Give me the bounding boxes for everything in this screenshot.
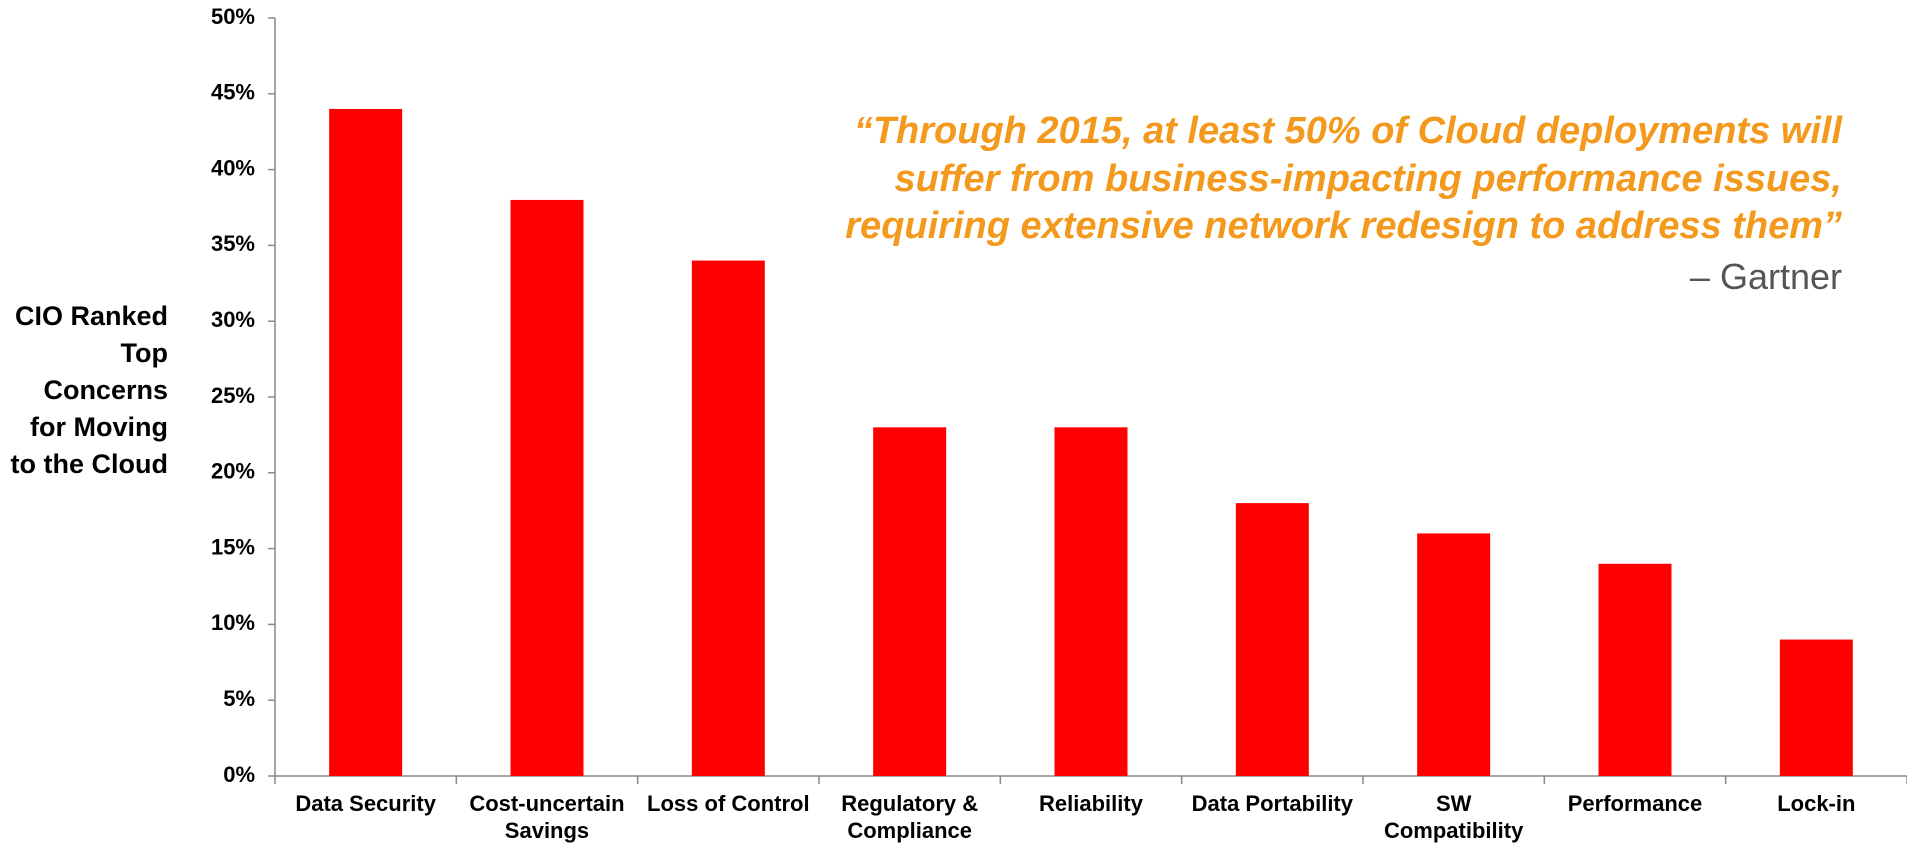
bar	[873, 427, 947, 776]
y-tick-label: 5%	[223, 686, 255, 711]
quote-line: requiring extensive network redesign to …	[845, 205, 1842, 247]
x-tick-label: Data Security	[295, 791, 436, 816]
x-tick-label: Data Portability	[1191, 791, 1353, 816]
y-tick-label: 30%	[211, 307, 255, 332]
x-tick-label: SW Compatibility	[1383, 791, 1524, 843]
quote-line: “Through 2015, at least 50% of Cloud dep…	[853, 110, 1842, 152]
quote-line: suffer from business-impacting performan…	[894, 158, 1842, 200]
quote-source: – Gartner	[1689, 256, 1842, 297]
y-tick-label: 35%	[211, 231, 255, 256]
x-tick-label: Lock-in	[1777, 791, 1856, 816]
x-tick-label: Performance	[1567, 791, 1703, 816]
y-tick-label: 0%	[223, 762, 255, 787]
bar	[1417, 533, 1491, 776]
bar	[1779, 639, 1853, 776]
y-tick-label: 20%	[211, 459, 255, 484]
x-tick-label: Cost-uncertain Savings	[469, 791, 625, 843]
bar	[329, 108, 403, 776]
bar	[1054, 427, 1128, 776]
y-tick-label: 50%	[211, 4, 255, 29]
y-tick-label: 10%	[211, 610, 255, 635]
x-tick-label: Loss of Control	[647, 791, 810, 816]
y-axis-label: CIO Ranked Top Concerns for Moving to th…	[10, 301, 168, 479]
bar	[691, 260, 765, 776]
y-tick-label: 25%	[211, 383, 255, 408]
y-tick-label: 45%	[211, 80, 255, 105]
bar	[1598, 563, 1672, 776]
bar	[1235, 503, 1309, 776]
y-tick-label: 15%	[211, 534, 255, 559]
bar	[510, 199, 584, 777]
x-tick-label: Regulatory & Compliance	[841, 791, 979, 843]
x-tick-label: Reliability	[1039, 791, 1143, 816]
y-tick-label: 40%	[211, 155, 255, 180]
